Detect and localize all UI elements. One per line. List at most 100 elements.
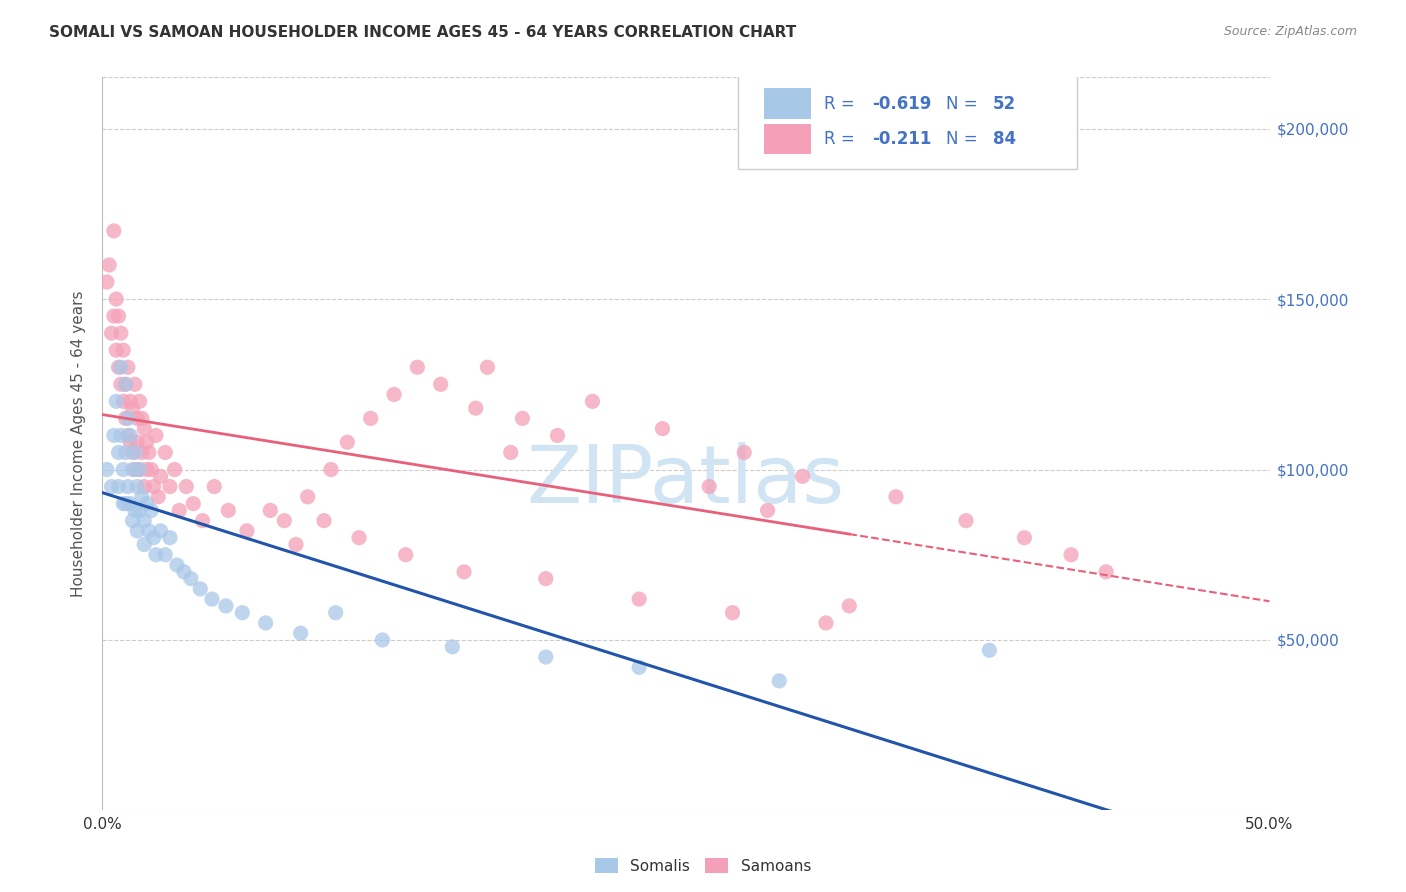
Point [581,394,603,409]
Point [979,643,1001,657]
Point [188,582,211,596]
Point [174,479,197,493]
Point [1095,565,1118,579]
Point [149,469,172,483]
Point [134,514,156,528]
Point [733,445,755,459]
Point [117,360,139,375]
Point [884,490,907,504]
Point [121,462,143,476]
Text: N =: N = [946,95,983,112]
Point [628,660,651,674]
Point [697,479,720,493]
Point [768,673,790,688]
Point [107,445,129,459]
Point [173,565,195,579]
Text: 84: 84 [993,130,1017,148]
Point [395,548,418,562]
Point [110,360,132,375]
Point [105,292,128,306]
Point [285,537,308,551]
Point [148,490,170,504]
Point [141,462,163,476]
Point [159,531,181,545]
Point [181,497,204,511]
Point [128,394,150,409]
Point [217,503,239,517]
Point [120,435,142,450]
Point [138,524,160,538]
Point [121,401,143,416]
Point [128,462,150,476]
Point [107,479,129,493]
Point [142,479,165,493]
Point [477,360,499,375]
Text: ZIPatlas: ZIPatlas [527,442,845,520]
Point [114,411,136,425]
Point [180,572,202,586]
Point [124,445,146,459]
Point [429,377,451,392]
Point [1014,531,1036,545]
Text: N =: N = [946,130,983,148]
Point [297,490,319,504]
Point [464,401,486,416]
Point [120,497,142,511]
Point [134,479,156,493]
Point [100,326,122,340]
Point [259,503,281,517]
Point [127,411,149,425]
Point [100,479,122,493]
Text: Source: ZipAtlas.com: Source: ZipAtlas.com [1223,25,1357,38]
Point [98,258,121,272]
Point [814,615,837,630]
Point [142,531,165,545]
Point [231,606,253,620]
Point [121,445,143,459]
Point [103,428,125,442]
Point [131,411,153,425]
Point [127,479,149,493]
Point [114,377,136,392]
Text: -0.211: -0.211 [873,130,932,148]
Point [134,537,156,551]
Point [105,394,128,409]
Point [124,377,146,392]
Point [149,524,172,538]
Text: -0.619: -0.619 [873,95,932,112]
Point [112,343,135,358]
Point [155,548,177,562]
Point [721,606,744,620]
Point [127,524,149,538]
Point [163,462,186,476]
Point [135,435,157,450]
Point [131,490,153,504]
Point [103,224,125,238]
Point [155,445,177,459]
Point [124,462,146,476]
Point [273,514,295,528]
Point [382,387,405,401]
Point [441,640,464,654]
Point [120,428,142,442]
Point [955,514,977,528]
Text: R =: R = [824,95,859,112]
Point [112,394,135,409]
Point [128,503,150,517]
Point [546,428,568,442]
Point [117,428,139,442]
Point [371,632,394,647]
Point [96,462,118,476]
Point [254,615,277,630]
Point [135,497,157,511]
Point [512,411,534,425]
Text: SOMALI VS SAMOAN HOUSEHOLDER INCOME AGES 45 - 64 YEARS CORRELATION CHART: SOMALI VS SAMOAN HOUSEHOLDER INCOME AGES… [49,25,796,40]
Point [325,606,347,620]
Point [360,411,382,425]
Point [112,462,135,476]
Point [406,360,429,375]
Point [628,592,651,607]
Point [124,503,146,517]
Point [534,572,557,586]
Point [131,445,153,459]
